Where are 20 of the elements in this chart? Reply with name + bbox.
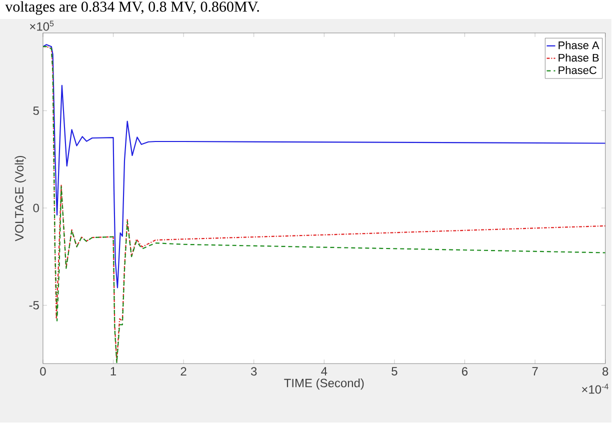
y-axis-title: VOLTAGE (Volt) <box>14 156 26 242</box>
x-axis-title: TIME (Second) <box>284 378 364 390</box>
x-tick-label: 4 <box>321 367 328 376</box>
text: ×10$^{5}$ <box>30 21 54 31</box>
x-tick-label: 1 <box>110 367 116 376</box>
legend-label: Phase A <box>558 41 600 50</box>
y-tick-label: -5 <box>29 301 39 310</box>
x-tick-label: 5 <box>392 367 398 376</box>
x-tick-label: 2 <box>180 367 186 376</box>
text: ×10$^{-4}$ <box>582 384 608 394</box>
legend-label: Phase B <box>558 54 599 62</box>
y-tick-label: 5 <box>33 106 39 116</box>
text: voltages are 0.834 MV, 0.8 MV, 0.860MV. <box>5 1 259 16</box>
x-tick-label: 8 <box>602 367 608 376</box>
x-tick-label: 7 <box>532 367 538 376</box>
legend-label: PhaseC <box>558 66 596 74</box>
x-tick-label: 0 <box>40 367 46 376</box>
x-tick-label: 6 <box>462 367 468 376</box>
y-tick-label: 0 <box>33 204 39 212</box>
x-tick-label: 3 <box>250 367 257 376</box>
